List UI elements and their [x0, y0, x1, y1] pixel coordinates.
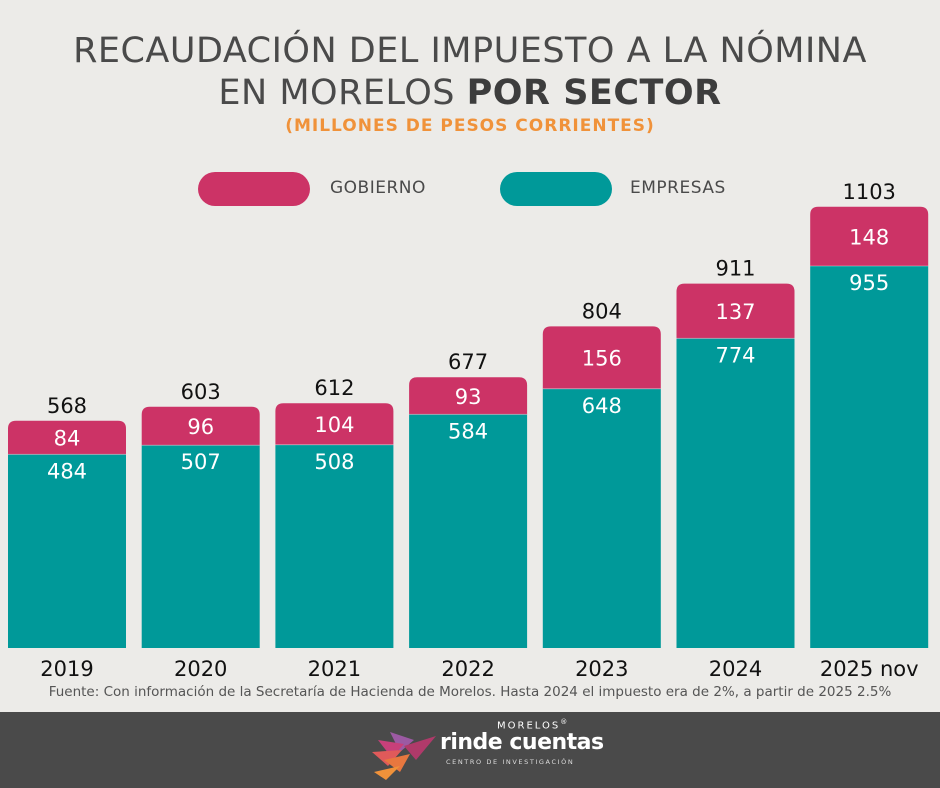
- data-label-empresas: 508: [314, 450, 354, 474]
- legend-swatch-empresas: [500, 172, 612, 206]
- bar-gobierno-2020: [141, 406, 260, 446]
- data-label-gobierno: 104: [314, 413, 354, 437]
- bar-gobierno-2023: [542, 326, 661, 389]
- x-tick-label: 2023: [575, 657, 628, 681]
- data-label-empresas: 584: [448, 419, 488, 443]
- logo-mark-icon: [372, 732, 436, 780]
- bar-gobierno-2021: [275, 403, 394, 445]
- data-label-gobierno: 137: [715, 300, 755, 324]
- title-line-2: EN MORELOS POR SECTOR: [0, 72, 940, 114]
- bar-empresas-2019: [8, 454, 126, 648]
- brand-tagline: CENTRO DE INVESTIGACIÓN: [446, 758, 575, 766]
- x-tick-label: 2024: [709, 657, 762, 681]
- bar-empresas-2022: [409, 414, 528, 648]
- chart-legend: GOBIERNO EMPRESAS: [0, 172, 940, 208]
- legend-swatch-gobierno: [198, 172, 310, 206]
- footer-bar: MORELOS® rinde cuentas CENTRO DE INVESTI…: [0, 712, 940, 788]
- data-label-total: 804: [582, 299, 622, 323]
- data-label-empresas: 648: [582, 394, 622, 418]
- data-label-total: 612: [314, 376, 354, 400]
- x-tick-label: 2019: [40, 657, 93, 681]
- data-label-gobierno: 96: [187, 415, 214, 439]
- brand-name: rinde cuentas: [440, 730, 604, 755]
- brand-top-text: MORELOS®: [497, 718, 569, 731]
- title-line-1: RECAUDACIÓN DEL IMPUESTO A LA NÓMINA: [73, 31, 867, 71]
- bar-empresas-2025-nov: [810, 266, 929, 648]
- data-label-gobierno: 84: [54, 427, 81, 451]
- bar-empresas-2024: [676, 338, 795, 648]
- chart-subtitle: (MILLONES DE PESOS CORRIENTES): [285, 116, 655, 136]
- chart-title-block: RECAUDACIÓN DEL IMPUESTO A LA NÓMINA EN …: [0, 30, 940, 136]
- data-label-total: 568: [47, 394, 87, 418]
- data-label-total: 677: [448, 350, 488, 374]
- title-line-2-plain: EN MORELOS: [218, 73, 467, 113]
- data-label-empresas: 484: [47, 459, 87, 483]
- bar-gobierno-2024: [676, 283, 795, 339]
- x-tick-label: 2021: [308, 657, 361, 681]
- data-label-gobierno: 148: [849, 225, 889, 249]
- source-note: Fuente: Con información de la Secretaría…: [48, 684, 892, 700]
- data-label-total: 603: [181, 380, 221, 404]
- legend-label-empresas: EMPRESAS: [630, 178, 726, 198]
- brand-registered-mark: ®: [560, 718, 570, 726]
- data-label-empresas: 507: [181, 450, 221, 474]
- brand-top-word: MORELOS: [497, 720, 561, 732]
- data-label-gobierno: 156: [582, 347, 622, 371]
- legend-label-gobierno: GOBIERNO: [330, 178, 426, 198]
- data-label-total: 1103: [842, 180, 895, 204]
- stacked-bar-chart: 84 484 568 2019 96 507 603 2020 104 508 612 2021 93 5…: [8, 180, 929, 681]
- data-label-empresas: 955: [849, 271, 889, 295]
- bar-empresas-2020: [141, 445, 260, 648]
- data-label-total: 911: [715, 257, 755, 281]
- x-tick-label: 2025 nov: [820, 657, 919, 681]
- title-line-2-bold: POR SECTOR: [466, 73, 722, 113]
- bar-gobierno-2022: [409, 377, 528, 415]
- bar-empresas-2021: [275, 444, 394, 648]
- bar-empresas-2023: [542, 388, 661, 648]
- data-label-gobierno: 93: [455, 385, 482, 409]
- x-tick-label: 2022: [441, 657, 494, 681]
- data-label-empresas: 774: [715, 343, 755, 367]
- x-tick-label: 2020: [174, 657, 227, 681]
- bar-gobierno-2019: [8, 420, 126, 455]
- bar-gobierno-2025-nov: [810, 206, 929, 266]
